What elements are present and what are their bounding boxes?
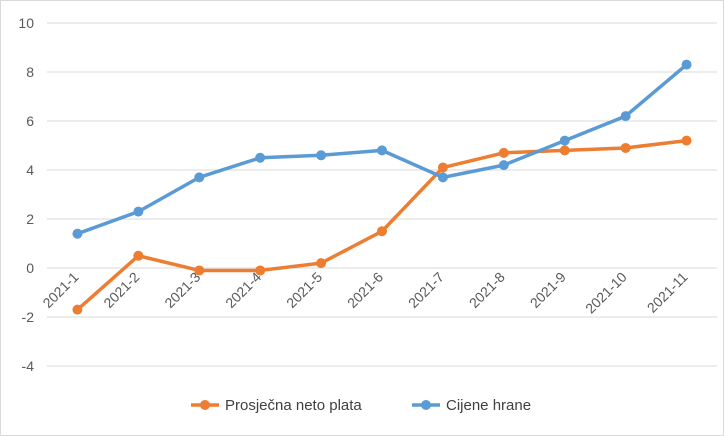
data-point [437,162,448,173]
legend-label: Cijene hrane [446,397,531,414]
data-point [255,265,266,276]
y-axis-ticks: 10 8 6 4 2 0 -2 -4 [18,15,34,374]
legend: Prosječna neto plata Cijene hrane [191,397,531,414]
series-1 [72,135,692,315]
x-tick-label: 2021-1 [39,269,81,311]
series-line [75,138,689,312]
legend-item: Cijene hrane [412,397,531,414]
x-tick-label: 2021-6 [344,269,386,311]
series-2 [72,59,692,239]
data-point [559,135,570,146]
x-tick-label: 2021-9 [527,269,569,311]
data-point [377,226,387,237]
data-point [620,111,631,122]
x-tick-label: 2021-2 [100,269,142,311]
x-tick-label: 2021-11 [644,269,691,316]
data-point [620,142,631,153]
y-tick-label: 10 [18,15,34,31]
data-point [133,250,144,261]
legend-label: Prosječna neto plata [225,397,362,414]
data-point [194,172,205,183]
x-axis-ticks: 2021-1 2021-2 2021-3 2021-4 2021-5 2021-6 2021… [39,269,690,317]
x-tick-label: 2021-5 [283,269,325,311]
y-tick-label: 6 [26,113,34,129]
x-tick-label: 2021-8 [466,269,508,311]
data-point [559,145,570,156]
data-point [255,152,266,163]
data-point [72,304,83,315]
y-tick-label: 4 [26,162,34,178]
data-point [72,228,83,239]
gridlines [47,22,717,367]
data-point [194,265,205,276]
data-point [498,160,509,171]
legend-marker [200,400,210,410]
data-point [377,145,387,156]
data-point [681,59,692,70]
y-tick-label: 0 [26,260,34,276]
legend-item: Prosječna neto plata [191,397,362,414]
data-point [437,172,448,183]
y-tick-label: 2 [26,211,34,227]
y-tick-label: 8 [26,64,34,80]
data-point [133,206,144,217]
data-point [681,135,692,146]
data-point [498,147,509,158]
y-tick-label: -2 [22,309,35,325]
data-point [316,150,327,161]
x-tick-label: 2021-7 [405,269,447,311]
data-point [316,258,327,269]
y-tick-label: -4 [22,358,35,374]
x-tick-label: 2021-10 [582,269,630,317]
legend-marker [421,400,431,410]
